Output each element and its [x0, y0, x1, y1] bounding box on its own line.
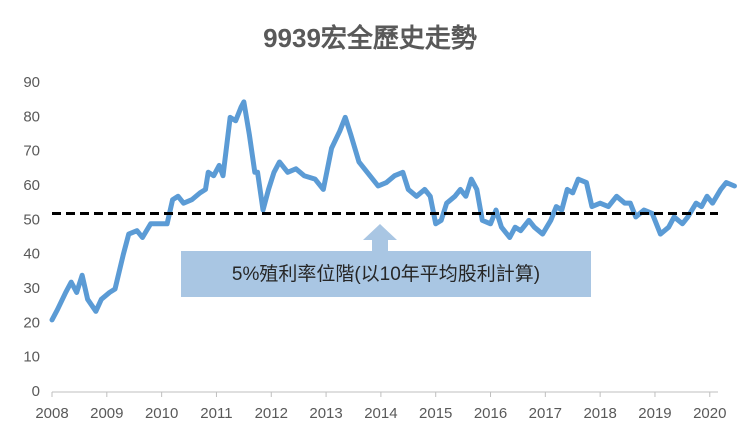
x-tick-label: 2012: [255, 405, 288, 422]
y-tick-label: 80: [23, 108, 40, 125]
price-line: [49, 99, 737, 323]
x-tick-label: 2016: [474, 405, 507, 422]
x-tick-label: 2017: [529, 405, 562, 422]
y-tick-label: 40: [23, 246, 40, 263]
y-tick-label: 10: [23, 349, 40, 366]
x-tick-label: 2015: [419, 405, 452, 422]
y-tick-label: 30: [23, 280, 40, 297]
annotation: 5%殖利率位階(以10年平均股利計算): [232, 263, 540, 285]
y-tick-label: 90: [23, 74, 40, 91]
x-tick-label: 2018: [583, 405, 616, 422]
y-tick-label: 70: [23, 143, 40, 160]
x-tick-label: 2020: [693, 405, 726, 422]
x-tick-label: 2014: [364, 405, 397, 422]
chart-title: 9939宏全歷史走勢: [263, 23, 477, 53]
y-tick-label: 60: [23, 177, 40, 194]
x-tick-label: 2019: [638, 405, 671, 422]
x-tick-label: 2009: [90, 405, 123, 422]
y-tick-label: 20: [23, 314, 40, 331]
y-tick-label: 0: [32, 383, 40, 400]
x-tick-label: 2008: [35, 405, 68, 422]
x-tick-label: 2013: [309, 405, 342, 422]
x-tick-label: 2010: [145, 405, 178, 422]
annotation-box: [181, 251, 591, 297]
arrow: [363, 224, 397, 251]
x-tick-label: 2011: [200, 405, 232, 422]
y-tick-label: 50: [23, 211, 40, 228]
